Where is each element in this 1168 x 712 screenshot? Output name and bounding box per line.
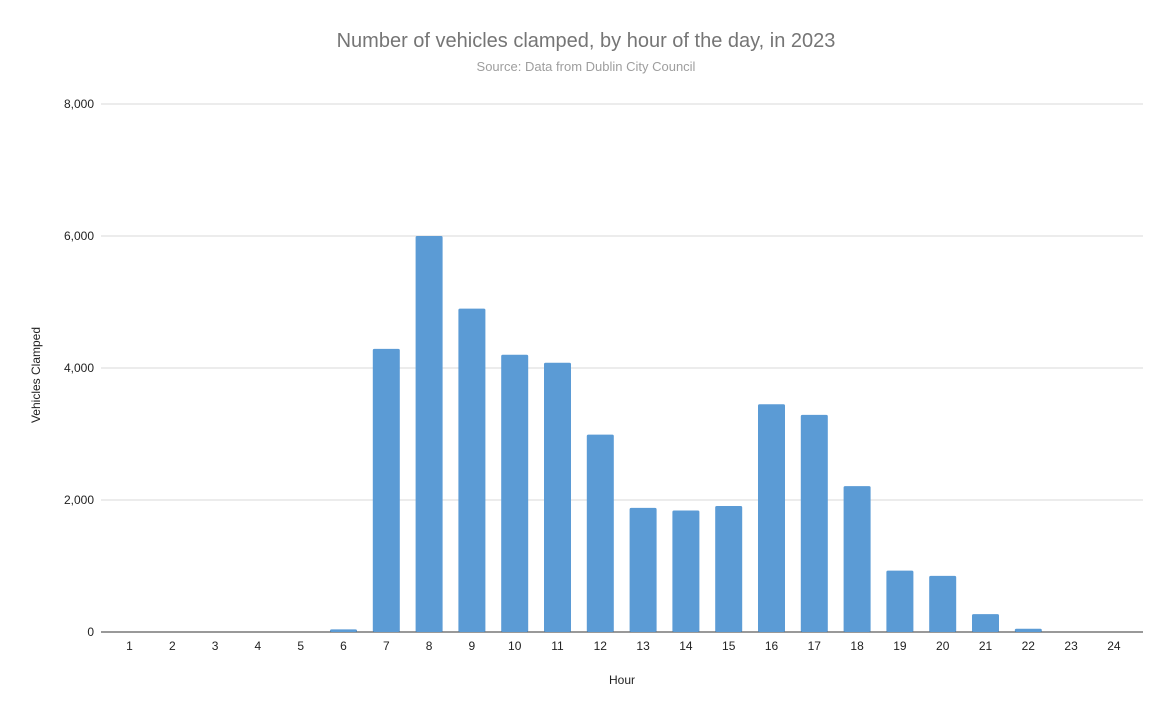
x-axis-ticks: 1 2 3 4 5 6 7 8 9 10 11 12 13 14 15 16 17 18 19 20 21 22 23 24 (126, 639, 1121, 653)
bar-hour-21 (972, 614, 999, 632)
x-tick-label: 5 (297, 639, 304, 653)
bar-hour-15 (715, 505, 743, 632)
y-axis-ticks: 0 2,000 4,000 6,000 8,000 (64, 97, 94, 639)
y-tick-label: 4,000 (64, 361, 94, 375)
bar-hour-7 (372, 348, 400, 632)
x-tick-label: 15 (722, 639, 736, 653)
bar-hour-17 (800, 414, 828, 632)
x-tick-label: 2 (169, 639, 176, 653)
y-tick-label: 0 (87, 625, 94, 639)
x-tick-label: 12 (594, 639, 608, 653)
x-tick-label: 7 (383, 639, 390, 653)
x-tick-label: 9 (469, 639, 476, 653)
x-tick-label: 11 (551, 639, 564, 653)
x-tick-label: 4 (255, 639, 262, 653)
bar-hour-10 (501, 354, 529, 632)
y-tick-label: 2,000 (64, 493, 94, 507)
x-tick-label: 6 (340, 639, 347, 653)
x-tick-label: 14 (679, 639, 693, 653)
bars (330, 236, 1042, 632)
y-axis-label: Vehicles Clamped (29, 327, 43, 423)
x-tick-label: 24 (1107, 639, 1121, 653)
gridlines (101, 103, 1143, 633)
bar-hour-11 (544, 362, 571, 632)
x-tick-label: 16 (765, 639, 779, 653)
chart-subtitle: Source: Data from Dublin City Council (477, 59, 696, 74)
bar-hour-6 (330, 629, 357, 632)
x-tick-label: 1 (126, 639, 133, 653)
y-tick-label: 6,000 (64, 229, 94, 243)
bar-hour-8 (415, 236, 443, 632)
bar-hour-20 (929, 575, 957, 632)
x-tick-label: 21 (979, 639, 993, 653)
x-tick-label: 19 (893, 639, 907, 653)
x-tick-label: 3 (212, 639, 219, 653)
bar-hour-18 (843, 486, 871, 632)
y-tick-label: 8,000 (64, 97, 94, 111)
x-tick-label: 18 (850, 639, 864, 653)
x-tick-label: 20 (936, 639, 950, 653)
x-tick-label: 10 (508, 639, 522, 653)
bar-hour-12 (586, 434, 614, 632)
bar-hour-9 (458, 308, 486, 632)
bar-hour-13 (629, 507, 657, 632)
x-tick-label: 8 (426, 639, 433, 653)
x-tick-label: 13 (636, 639, 650, 653)
chart-title: Number of vehicles clamped, by hour of t… (337, 30, 836, 52)
x-tick-label: 23 (1064, 639, 1078, 653)
bar-hour-16 (758, 404, 785, 632)
bar-hour-22 (1014, 628, 1042, 632)
x-tick-label: 22 (1022, 639, 1036, 653)
bar-hour-19 (886, 570, 914, 632)
x-tick-label: 17 (808, 639, 822, 653)
x-axis-label: Hour (609, 673, 635, 687)
bar-hour-14 (672, 510, 700, 632)
